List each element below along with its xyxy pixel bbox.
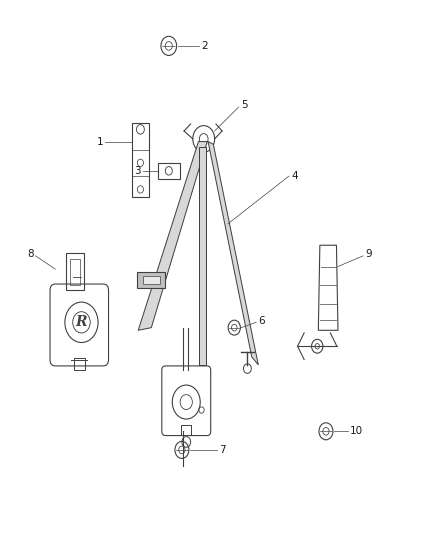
- Text: 5: 5: [241, 100, 247, 110]
- Text: 8: 8: [27, 249, 33, 259]
- Bar: [181, 425, 191, 435]
- Text: 2: 2: [201, 41, 208, 51]
- Text: R: R: [76, 316, 87, 329]
- Text: 1: 1: [97, 136, 103, 147]
- Bar: [66, 253, 84, 290]
- Bar: [132, 123, 149, 197]
- Polygon shape: [138, 142, 207, 330]
- Bar: [143, 276, 160, 284]
- Text: 10: 10: [350, 426, 363, 437]
- Text: 3: 3: [134, 166, 141, 176]
- Bar: [158, 163, 180, 179]
- Polygon shape: [208, 142, 258, 365]
- Text: 7: 7: [219, 445, 226, 455]
- Text: 9: 9: [365, 249, 372, 259]
- Text: 4: 4: [291, 171, 298, 181]
- Text: 6: 6: [258, 316, 265, 326]
- Polygon shape: [199, 147, 206, 365]
- Bar: [138, 272, 165, 288]
- Bar: [70, 259, 80, 285]
- Bar: [74, 359, 85, 370]
